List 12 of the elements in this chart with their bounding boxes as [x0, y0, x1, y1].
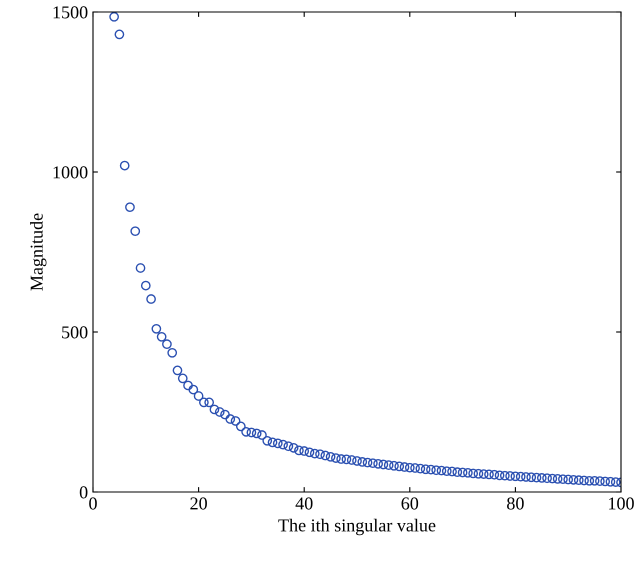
x-tick-label: 0: [89, 497, 97, 510]
x-axis-title: The ith singular value: [278, 518, 436, 536]
y-tick-label: 1500: [54, 6, 88, 18]
x-tick-label: 100: [609, 497, 634, 510]
y-tick-label: 1000: [54, 166, 88, 178]
y-tick-label: 0: [80, 486, 88, 498]
x-tick-label: 40: [296, 497, 313, 510]
x-tick-label: 60: [402, 497, 418, 510]
x-tick-label: 80: [507, 497, 524, 510]
x-tick-label: 20: [190, 497, 207, 510]
y-tick-label: 500: [62, 326, 88, 338]
y-axis-title: Magnitude: [30, 214, 46, 291]
